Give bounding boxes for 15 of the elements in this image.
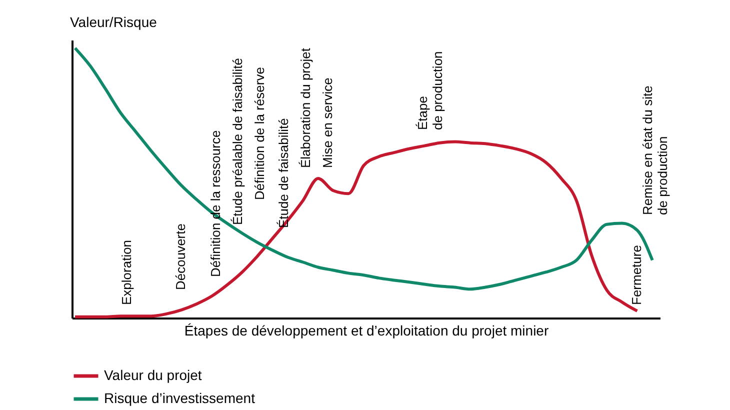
annotation: Étude préalable de faisabilité bbox=[230, 58, 245, 225]
annotation: Découverte bbox=[173, 224, 188, 290]
annotation: Mise en service bbox=[320, 78, 335, 168]
annotation: Remise en état du site de production bbox=[640, 86, 670, 215]
annotation: Définition de la ressource bbox=[208, 130, 223, 277]
annotation: Élaboration du projet bbox=[298, 48, 313, 168]
annotation: Définition de la réserve bbox=[252, 67, 267, 200]
annotation: Étape de production bbox=[415, 51, 445, 130]
annotation: Étude de faisabilité bbox=[276, 118, 291, 228]
annotation: Fermeture bbox=[629, 245, 644, 305]
y-axis-title: Valeur/Risque bbox=[70, 14, 158, 30]
legend-label: Risque d’investissement bbox=[104, 390, 256, 406]
legend-label: Valeur du projet bbox=[104, 367, 202, 383]
annotation: Exploration bbox=[119, 240, 134, 305]
x-axis-title: Étapes de développement et d’exploitation du projet minier bbox=[184, 322, 549, 338]
